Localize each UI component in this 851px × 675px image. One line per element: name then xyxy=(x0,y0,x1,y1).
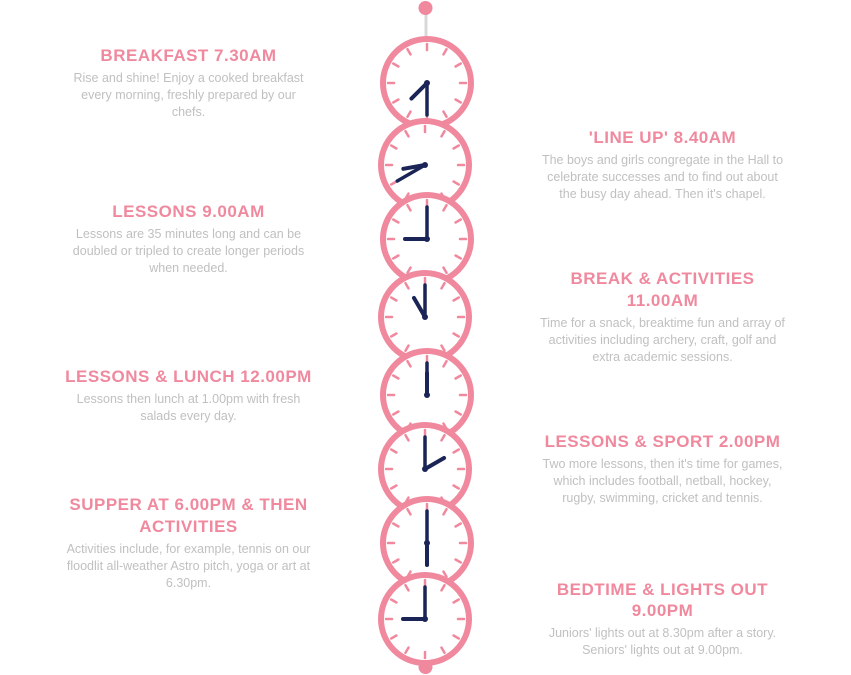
entry-desc: Juniors' lights out at 8.30pm after a st… xyxy=(538,625,788,659)
entry-title: LESSONS 9.00AM xyxy=(64,201,314,222)
entry-text: BREAKFAST 7.30AM Rise and shine! Enjoy a … xyxy=(64,45,314,121)
entry-title: BEDTIME & LIGHTS OUT 9.00PM xyxy=(538,579,788,622)
entry-title: LESSONS & SPORT 2.00PM xyxy=(538,431,788,452)
entry-title: BREAK & ACTIVITIES 11.00AM xyxy=(538,268,788,311)
entry-title: BREAKFAST 7.30AM xyxy=(64,45,314,66)
entry-title: 'LINE UP' 8.40AM xyxy=(538,127,788,148)
entry-title: LESSONS & LUNCH 12.00PM xyxy=(64,366,314,387)
timeline-entry: BEDTIME & LIGHTS OUT 9.00PMJuniors' ligh… xyxy=(0,570,851,668)
entry-text: BEDTIME & LIGHTS OUT 9.00PMJuniors' ligh… xyxy=(538,579,788,659)
entry-desc: Rise and shine! Enjoy a cooked breakfast… xyxy=(64,70,314,121)
entry-text: LESSONS & LUNCH 12.00PMLessons then lunc… xyxy=(64,366,314,425)
clock-wrap xyxy=(376,570,474,668)
entry-text: LESSONS 9.00AMLessons are 35 minutes lon… xyxy=(64,201,314,277)
entry-title: SUPPER AT 6.00PM & THEN ACTIVITIES xyxy=(64,494,314,537)
clock-icon xyxy=(376,570,474,668)
